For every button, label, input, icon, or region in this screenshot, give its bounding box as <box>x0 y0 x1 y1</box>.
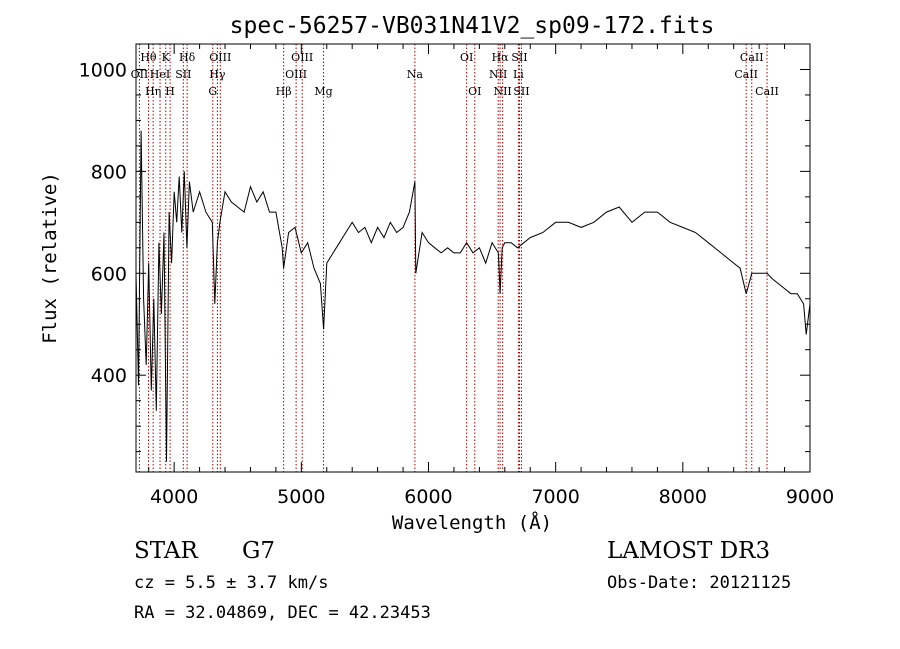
marker-label-16: OI <box>460 51 473 64</box>
redshift-text: cz = 5.5 ± 3.7 km/s <box>134 573 329 593</box>
marker-label-2: Hη <box>145 85 161 98</box>
marker-label-18: NII <box>489 68 507 81</box>
marker-label-13: OIII <box>291 51 313 64</box>
y-tick-label-600: 600 <box>91 263 127 285</box>
x-tick-label-5000: 5000 <box>277 486 325 508</box>
marker-label-22: SII <box>511 51 527 64</box>
marker-label-10: OIII <box>209 51 231 64</box>
marker-label-7: Hδ <box>179 51 196 64</box>
marker-label-6: SII <box>175 68 191 81</box>
y-tick-label-400: 400 <box>91 365 127 387</box>
marker-label-19: Hα <box>492 51 510 64</box>
marker-label-15: Na <box>407 68 424 81</box>
object-subclass: G7 <box>242 538 276 564</box>
marker-label-26: CaII <box>755 85 779 98</box>
y-tick-label-1000: 1000 <box>79 59 127 81</box>
marker-label-3: HeI <box>150 68 170 81</box>
marker-label-17: OI <box>468 85 481 98</box>
x-tick-label-8000: 8000 <box>659 486 707 508</box>
marker-label-21: Li <box>513 68 524 81</box>
x-tick-label-9000: 9000 <box>786 486 834 508</box>
x-tick-label-6000: 6000 <box>404 486 452 508</box>
marker-label-20: NII <box>493 85 511 98</box>
chart-title: spec-56257-VB031N41V2_sp09-172.fits <box>230 13 715 39</box>
spectral-line-markers <box>138 44 768 472</box>
survey-name: LAMOST DR3 <box>607 538 771 564</box>
obs-date: Obs-Date: 20121125 <box>607 573 792 593</box>
marker-label-11: Hβ <box>276 85 292 98</box>
marker-label-1: Hθ <box>140 51 157 64</box>
y-axis-label: Flux (relative) <box>39 172 61 344</box>
spectrum-line <box>135 130 811 462</box>
x-tick-label-4000: 4000 <box>150 486 198 508</box>
marker-label-25: CaII <box>740 51 764 64</box>
plot-frame <box>135 43 811 473</box>
marker-label-12: OIII <box>285 68 307 81</box>
marker-label-9: Hγ <box>209 68 226 81</box>
marker-label-8: G <box>208 85 217 98</box>
marker-label-0: OII <box>131 68 149 81</box>
marker-label-23: SII <box>513 85 529 98</box>
object-class: STAR <box>134 538 198 564</box>
x-axis-label: Wavelength (Å) <box>392 511 552 534</box>
y-axis-ticks: 400 600 800 1000 <box>79 43 810 453</box>
coordinates: RA = 32.04869, DEC = 42.23453 <box>134 603 431 623</box>
marker-label-4: K <box>162 51 171 64</box>
x-tick-label-7000: 7000 <box>531 486 579 508</box>
marker-label-24: CaII <box>734 68 758 81</box>
x-axis-ticks: 4000 5000 6000 7000 8000 9000 <box>148 44 834 508</box>
y-tick-label-800: 800 <box>91 161 127 183</box>
spectral-line-labels: OIIHθHηHeIKHSIIHδGHγOIIIHβOIIIOIIIMgNaOI… <box>131 51 779 98</box>
marker-label-5: H <box>165 85 175 98</box>
marker-label-14: Mg <box>314 85 332 98</box>
